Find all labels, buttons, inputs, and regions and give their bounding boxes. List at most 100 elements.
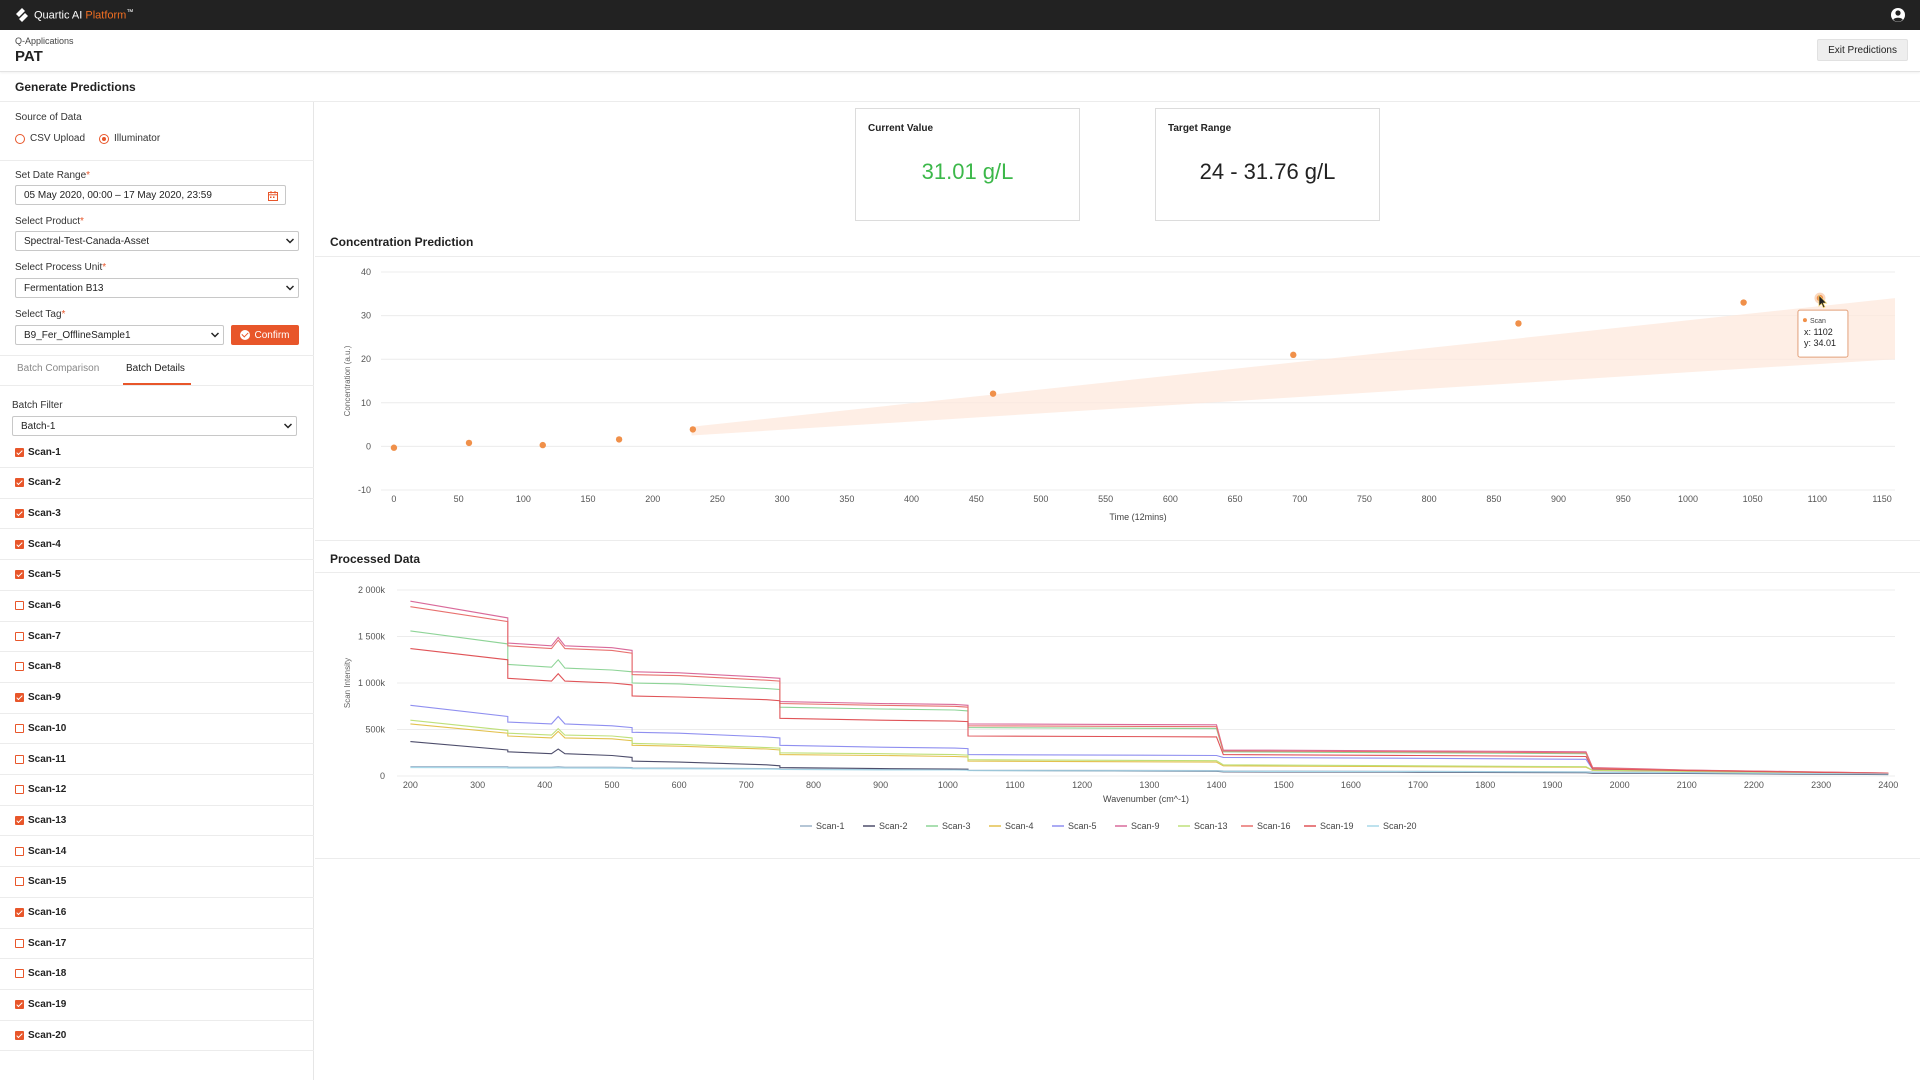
scan-label[interactable]: Scan-8 [28, 661, 61, 673]
scan-checkbox[interactable] [15, 877, 24, 887]
scan-checkbox[interactable] [15, 478, 24, 488]
scan-label[interactable]: Scan-4 [28, 538, 61, 550]
scan-checkbox[interactable] [15, 1030, 24, 1040]
scan-row[interactable]: Scan-7 [0, 621, 314, 653]
scan-label[interactable]: Scan-7 [28, 630, 61, 642]
scan-label[interactable]: Scan-15 [28, 876, 67, 888]
y-axis-label: Concentration (a.u.) [343, 345, 352, 416]
scan-checkbox[interactable] [15, 539, 24, 549]
csv-upload-label[interactable]: CSV Upload [30, 133, 86, 144]
scan-checkbox[interactable] [15, 447, 24, 457]
legend-item[interactable]: Scan-16 [1241, 821, 1291, 831]
user-circle-icon[interactable] [1890, 7, 1906, 23]
scan-label[interactable]: Scan-12 [28, 784, 67, 796]
illuminator-label[interactable]: Illuminator [114, 133, 161, 144]
scan-row[interactable]: Scan-20 [0, 1020, 314, 1052]
scan-row[interactable]: Scan-11 [0, 744, 314, 775]
legend-item[interactable]: Scan-5 [1052, 821, 1097, 831]
legend-item[interactable]: Scan-9 [1115, 821, 1160, 831]
date-range-input[interactable]: 05 May 2020, 00:00 – 17 May 2020, 23:59 [15, 185, 286, 205]
x-tick-label: 1100 [1808, 494, 1827, 504]
legend-item[interactable]: Scan-4 [989, 821, 1034, 831]
cursor-pointer-icon [1818, 294, 1828, 309]
scan-checkbox[interactable] [15, 662, 24, 672]
calendar-icon[interactable] [268, 191, 278, 201]
legend-item[interactable]: Scan-19 [1304, 821, 1354, 831]
scan-row[interactable]: Scan-19 [0, 990, 314, 1021]
scan-row[interactable]: Scan-4 [0, 529, 314, 561]
scan-row[interactable]: Scan-15 [0, 867, 314, 898]
scan-checkbox[interactable] [15, 785, 24, 795]
check-circle-icon [240, 330, 251, 340]
scan-row[interactable]: Scan-8 [0, 652, 314, 683]
scan-checkbox[interactable] [15, 570, 24, 580]
illuminator-radio[interactable] [99, 133, 110, 144]
scan-label[interactable]: Scan-17 [28, 937, 67, 949]
scan-label[interactable]: Scan-11 [28, 753, 66, 765]
scan-checkbox[interactable] [15, 723, 24, 733]
legend-item[interactable]: Scan-2 [863, 821, 908, 831]
scan-row[interactable]: Scan-9 [0, 683, 314, 714]
scan-row[interactable]: Scan-1 [0, 437, 314, 468]
scan-checkbox[interactable] [15, 846, 24, 856]
scan-label[interactable]: Scan-20 [28, 1029, 67, 1041]
scan-label[interactable]: Scan-13 [28, 814, 67, 826]
scan-label[interactable]: Scan-16 [28, 907, 67, 918]
scan-checkbox[interactable] [15, 508, 24, 518]
y-axis-label: Scan Intensity [343, 658, 352, 708]
processed-data-chart[interactable]: 0 500k 1 000k 1 500k 2 000k 200 300 400 500 600 70… [315, 574, 1920, 854]
scan-label[interactable]: Scan-14 [28, 845, 67, 857]
scan-checkbox[interactable] [15, 969, 24, 979]
scan-label[interactable]: Scan-9 [28, 692, 61, 704]
x-tick-label: 850 [1486, 494, 1501, 504]
scan-row[interactable]: Scan-14 [0, 836, 314, 868]
x-tick-label: 1100 [1005, 780, 1024, 790]
scan-checkbox[interactable] [15, 754, 24, 764]
confirm-button[interactable]: Confirm [231, 325, 299, 345]
scan-row[interactable]: Scan-10 [0, 713, 314, 745]
x-tick-label: 1200 [1072, 780, 1092, 790]
exit-predictions-button[interactable]: Exit Predictions [1817, 39, 1908, 61]
scan-checkbox[interactable] [15, 908, 24, 917]
scan-checkbox[interactable] [15, 631, 24, 641]
scan-row[interactable]: Scan-12 [0, 775, 314, 806]
scan-label[interactable]: Scan-2 [28, 477, 61, 489]
product-select[interactable]: Spectral-Test-Canada-Asset [15, 231, 299, 251]
scan-checkbox[interactable] [15, 601, 24, 610]
scan-checkbox[interactable] [15, 693, 24, 703]
scan-row[interactable]: Scan-5 [0, 560, 314, 591]
scan-label[interactable]: Scan-5 [28, 569, 61, 581]
source-radio-group: CSV Upload Illuminator [15, 133, 160, 144]
source-of-data-label: Source of Data [15, 112, 82, 123]
scan-label[interactable]: Scan-6 [28, 600, 61, 611]
process-unit-select[interactable]: Fermentation B13 [15, 278, 299, 298]
legend-item[interactable]: Scan-3 [926, 821, 971, 831]
scan-checkbox[interactable] [15, 1000, 24, 1010]
scan-label[interactable]: Scan-19 [28, 999, 67, 1011]
scan-label[interactable]: Scan-3 [28, 507, 61, 519]
scan-row[interactable]: Scan-16 [0, 898, 314, 929]
tab-batch-details[interactable]: Batch Details [126, 363, 185, 374]
legend-item[interactable]: Scan-1 [800, 821, 845, 831]
scan-row[interactable]: Scan-18 [0, 959, 314, 990]
scan-row[interactable]: Scan-13 [0, 805, 314, 837]
csv-upload-radio[interactable] [15, 133, 25, 144]
scan-label[interactable]: Scan-18 [28, 968, 67, 980]
tag-select[interactable]: B9_Fer_OfflineSample1 [15, 325, 224, 345]
scan-label[interactable]: Scan-1 [28, 446, 61, 458]
scan-label[interactable]: Scan-10 [28, 722, 67, 734]
brand-name[interactable]: Quartic AI Platform™ [34, 8, 134, 22]
breadcrumb[interactable]: Q-Applications [15, 36, 74, 46]
scan-row[interactable]: Scan-17 [0, 928, 314, 960]
tab-batch-comparison[interactable]: Batch Comparison [17, 363, 100, 374]
scan-row[interactable]: Scan-6 [0, 591, 314, 622]
date-range-label: Set Date Range* [15, 170, 91, 181]
scan-row[interactable]: Scan-3 [0, 498, 314, 530]
scan-checkbox[interactable] [15, 815, 24, 825]
scan-row[interactable]: Scan-2 [0, 468, 314, 499]
legend-item[interactable]: Scan-13 [1178, 821, 1228, 831]
batch-filter-select[interactable]: Batch-1 [12, 416, 297, 436]
scan-checkbox[interactable] [15, 938, 24, 948]
legend-item[interactable]: Scan-20 [1367, 821, 1417, 831]
